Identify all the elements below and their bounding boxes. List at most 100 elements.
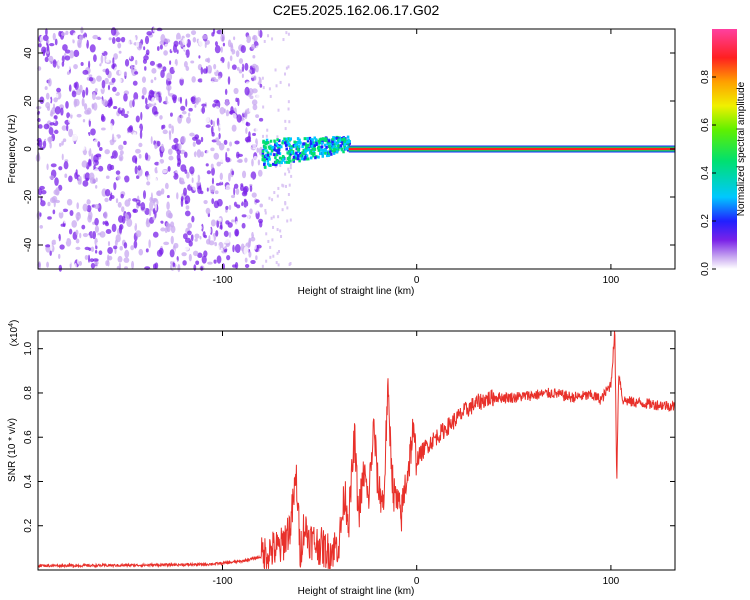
spectrogram-cell [145,97,148,105]
spectrogram-cell [191,193,197,203]
spectrogram-cell [259,203,263,208]
spectrogram-cell [314,138,318,142]
y-tick-label: 1.0 [23,341,34,355]
spectrogram-cell [259,220,263,228]
spectrogram-cell [112,174,116,180]
spectrogram-cell [244,257,248,263]
spectrogram-cell [140,260,147,266]
spectrogram-cell [129,51,132,60]
spectrogram-cell [151,198,158,202]
spectrogram-cell [54,177,59,186]
spectrogram-cell [77,39,81,48]
spectrogram-cell [82,118,86,123]
spectrogram-cell [266,151,270,155]
spectrogram-cell [222,172,226,177]
spectrogram-cell [296,147,299,151]
spectrogram-cell [222,76,227,82]
spectrogram-cell [41,46,47,54]
spectrogram-cell [225,109,229,118]
spectrogram-cell [50,109,53,116]
spectrogram-cell [190,30,197,36]
spectrogram-cell [241,170,247,179]
spectrogram-cell [160,188,165,195]
spectrogram-cell [116,252,119,259]
spectrogram-cell [225,205,229,210]
spectrogram-cell [218,132,221,140]
spectrogram-cell [250,259,256,265]
spectrogram-cell [119,150,124,156]
spectrogram-cell [184,169,188,174]
spectrogram-cell [118,70,123,75]
spectrogram-cell [224,239,230,244]
spectrogram-cell [156,93,159,101]
spectrogram-cell [65,238,72,247]
spectrogram-cell [132,208,137,213]
spectrogram-cell [317,155,320,159]
spectrogram-cell [306,143,310,147]
spectrogram-cell [75,212,81,220]
spectrogram-cell [220,159,225,163]
spectrogram-cell [70,111,75,115]
spectrogram-cell [233,187,236,196]
spectrogram-cell [198,37,204,47]
spectrogram-cell [154,111,159,115]
spectrogram-cell [288,120,291,124]
spectrogram-cell [285,31,288,35]
spectrogram-cell [81,224,86,230]
snr-series-line [37,330,676,570]
spectrogram-cell [134,98,138,106]
spectrogram-cell [58,142,62,147]
spectrogram-cell [272,215,275,219]
spectrogram-cell [273,153,276,157]
spectrogram-cell [105,29,109,38]
spectrogram-cell [213,259,217,264]
spectrogram-cell [274,163,277,167]
spectrogram-cell [211,167,215,176]
spectrogram-cell [266,153,270,157]
spectrogram-cell [61,140,64,146]
spectrogram-cell [346,135,350,139]
spectrogram-cell [233,87,239,95]
spectrogram-cell [175,217,178,225]
spectrogram-cell [202,231,206,238]
spectrogram-cell [201,76,204,83]
spectrogram-cell [159,82,165,86]
spectrogram-cell [78,261,82,266]
spectrogram-cell [305,154,309,158]
spectrogram-cell [264,141,267,145]
spectrogram-cell [339,144,343,148]
spectrogram-cell [289,159,292,163]
spectrogram-cell [234,161,239,166]
spectrogram-cell [135,148,141,154]
spectrogram-cell [210,119,213,125]
spectrogram-cell [321,151,325,155]
spectrogram-cell [245,205,249,212]
spectrogram-cell [266,159,269,163]
spectrogram-cell [318,141,322,145]
spectrogram-cell [111,223,117,233]
spectrogram-cell [73,49,80,58]
spectrogram-cell [245,81,251,86]
spectrogram-cell [185,98,188,107]
spectrogram-cell [288,83,291,87]
spectrogram-cell [310,152,314,156]
spectrogram-cell [188,87,192,96]
spectrogram-cell [80,211,85,217]
spectrogram-cell [65,258,72,265]
spectrogram-cell [249,185,253,192]
spectrogram-cell [81,97,85,107]
spectrogram-cell [79,232,82,239]
spectrogram-cell [58,166,63,171]
spectrogram-cell [261,152,265,156]
spectrogram-cell [132,99,135,108]
spectrogram-cell [167,148,173,155]
spectrogram-cell [52,209,56,215]
spectrogram-cell [233,183,239,189]
spectrogram-cell [211,198,215,205]
spectrogram-cell [251,158,254,167]
spectrogram-cell [243,246,249,256]
spectrogram-cell [286,219,289,223]
spectrogram-cell [58,264,63,272]
spectrogram-cell [53,97,58,103]
spectrogram-cell [203,173,209,182]
